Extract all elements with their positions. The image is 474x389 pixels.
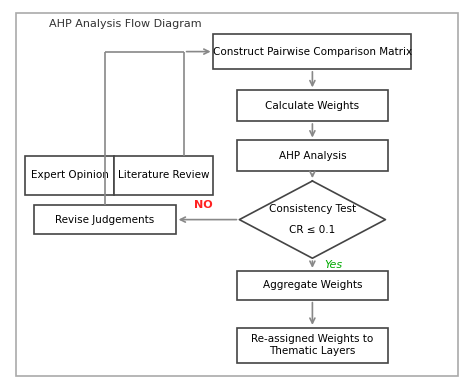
- Bar: [25, 156, 115, 194]
- Text: AHP Analysis: AHP Analysis: [279, 151, 346, 161]
- Bar: [213, 34, 411, 69]
- Text: AHP Analysis Flow Diagram: AHP Analysis Flow Diagram: [48, 19, 201, 29]
- Bar: [35, 205, 176, 234]
- Text: Re-assigned Weights to
Thematic Layers: Re-assigned Weights to Thematic Layers: [251, 334, 374, 356]
- Polygon shape: [239, 181, 385, 258]
- Text: Construct Pairwise Comparison Matrix: Construct Pairwise Comparison Matrix: [213, 47, 412, 56]
- Text: Literature Review: Literature Review: [118, 170, 210, 180]
- Bar: [237, 140, 388, 171]
- Text: Consistency Test: Consistency Test: [269, 204, 356, 214]
- Text: NO: NO: [193, 200, 212, 210]
- Bar: [115, 156, 213, 194]
- Bar: [237, 328, 388, 363]
- Text: Yes: Yes: [324, 259, 342, 270]
- Bar: [237, 271, 388, 300]
- Text: Aggregate Weights: Aggregate Weights: [263, 280, 362, 290]
- Text: Revise Judgements: Revise Judgements: [55, 215, 155, 224]
- Text: CR ≤ 0.1: CR ≤ 0.1: [289, 225, 336, 235]
- Bar: [237, 90, 388, 121]
- Text: Calculate Weights: Calculate Weights: [265, 101, 359, 110]
- Text: Expert Opinion: Expert Opinion: [31, 170, 109, 180]
